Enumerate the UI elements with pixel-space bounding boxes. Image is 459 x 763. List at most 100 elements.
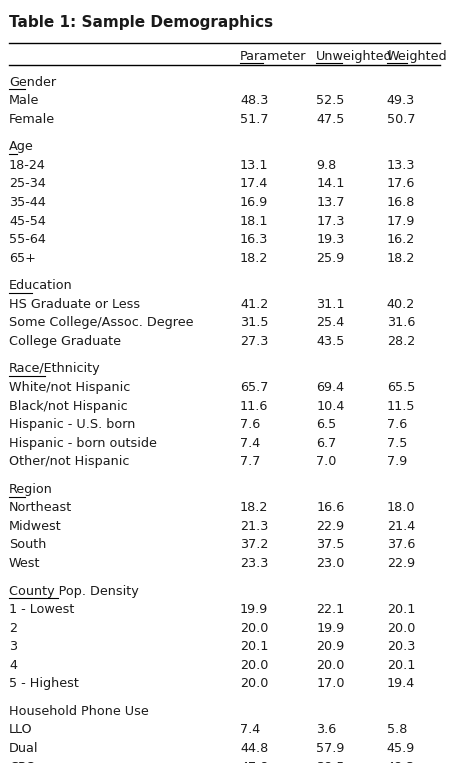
Text: 44.8: 44.8 <box>240 742 268 755</box>
Text: 25-34: 25-34 <box>9 178 46 191</box>
Text: 7.9: 7.9 <box>386 456 406 468</box>
Text: 27.3: 27.3 <box>240 335 268 348</box>
Text: 21.4: 21.4 <box>386 520 414 533</box>
Text: Hispanic - U.S. born: Hispanic - U.S. born <box>9 418 135 431</box>
Text: 6.5: 6.5 <box>315 418 336 431</box>
Text: 11.6: 11.6 <box>240 400 268 413</box>
Text: 20.0: 20.0 <box>240 622 268 635</box>
Text: 20.0: 20.0 <box>386 622 414 635</box>
Text: 45-54: 45-54 <box>9 214 46 227</box>
Text: 18.2: 18.2 <box>240 501 268 514</box>
Text: 3: 3 <box>9 640 17 653</box>
Text: 18-24: 18-24 <box>9 159 46 172</box>
Text: 31.1: 31.1 <box>315 298 344 311</box>
Text: 35-44: 35-44 <box>9 196 46 209</box>
Text: 25.4: 25.4 <box>315 317 344 330</box>
Text: 16.9: 16.9 <box>240 196 268 209</box>
Text: 69.4: 69.4 <box>315 381 344 394</box>
Text: 23.3: 23.3 <box>240 557 268 570</box>
Text: 20.1: 20.1 <box>386 603 414 617</box>
Text: 57.9: 57.9 <box>315 742 344 755</box>
Text: 55-64: 55-64 <box>9 233 46 246</box>
Text: 7.0: 7.0 <box>315 456 336 468</box>
Text: 20.9: 20.9 <box>315 640 344 653</box>
Text: 4: 4 <box>9 658 17 672</box>
Text: 18.1: 18.1 <box>240 214 268 227</box>
Text: 6.7: 6.7 <box>315 436 336 449</box>
Text: 17.4: 17.4 <box>240 178 268 191</box>
Text: Other/not Hispanic: Other/not Hispanic <box>9 456 129 468</box>
Text: Unweighted: Unweighted <box>315 50 392 63</box>
Text: 21.3: 21.3 <box>240 520 268 533</box>
Text: Weighted: Weighted <box>386 50 446 63</box>
Text: 3.6: 3.6 <box>315 723 336 736</box>
Text: Female: Female <box>9 113 55 126</box>
Text: 18.2: 18.2 <box>386 252 414 265</box>
Text: 7.4: 7.4 <box>240 723 260 736</box>
Text: 19.3: 19.3 <box>315 233 344 246</box>
Text: 7.6: 7.6 <box>240 418 260 431</box>
Text: 1 - Lowest: 1 - Lowest <box>9 603 74 617</box>
Text: CPO: CPO <box>9 761 36 763</box>
Text: 45.9: 45.9 <box>386 742 414 755</box>
Text: 17.6: 17.6 <box>386 178 414 191</box>
Text: 19.9: 19.9 <box>240 603 268 617</box>
Text: 48.3: 48.3 <box>240 94 268 108</box>
Text: 16.2: 16.2 <box>386 233 414 246</box>
Text: Northeast: Northeast <box>9 501 72 514</box>
Text: 65.5: 65.5 <box>386 381 414 394</box>
Text: 43.5: 43.5 <box>315 335 344 348</box>
Text: 20.0: 20.0 <box>240 658 268 672</box>
Text: 13.3: 13.3 <box>386 159 414 172</box>
Text: 22.9: 22.9 <box>386 557 414 570</box>
Text: Household Phone Use: Household Phone Use <box>9 705 148 718</box>
Text: 40.2: 40.2 <box>386 298 414 311</box>
Text: 16.8: 16.8 <box>386 196 414 209</box>
Text: 16.3: 16.3 <box>240 233 268 246</box>
Text: 47.5: 47.5 <box>315 113 344 126</box>
Text: 17.9: 17.9 <box>386 214 414 227</box>
Text: 48.3: 48.3 <box>386 761 414 763</box>
Text: 7.7: 7.7 <box>240 456 260 468</box>
Text: Education: Education <box>9 279 73 292</box>
Text: 17.3: 17.3 <box>315 214 344 227</box>
Text: Parameter: Parameter <box>240 50 306 63</box>
Text: HS Graduate or Less: HS Graduate or Less <box>9 298 140 311</box>
Text: 20.0: 20.0 <box>315 658 344 672</box>
Text: LLO: LLO <box>9 723 33 736</box>
Text: 17.0: 17.0 <box>315 678 344 691</box>
Text: 37.2: 37.2 <box>240 539 268 552</box>
Text: White/not Hispanic: White/not Hispanic <box>9 381 130 394</box>
Text: Table 1: Sample Demographics: Table 1: Sample Demographics <box>9 15 273 30</box>
Text: 2: 2 <box>9 622 17 635</box>
Text: 37.5: 37.5 <box>315 539 344 552</box>
Text: 50.7: 50.7 <box>386 113 414 126</box>
Text: 11.5: 11.5 <box>386 400 414 413</box>
Text: 28.2: 28.2 <box>386 335 414 348</box>
Text: Region: Region <box>9 483 53 496</box>
Text: 20.3: 20.3 <box>386 640 414 653</box>
Text: 13.1: 13.1 <box>240 159 268 172</box>
Text: 22.1: 22.1 <box>315 603 344 617</box>
Text: 20.1: 20.1 <box>240 640 268 653</box>
Text: 47.8: 47.8 <box>240 761 268 763</box>
Text: 13.7: 13.7 <box>315 196 344 209</box>
Text: 10.4: 10.4 <box>315 400 344 413</box>
Text: Race/Ethnicity: Race/Ethnicity <box>9 362 101 375</box>
Text: West: West <box>9 557 40 570</box>
Text: 37.6: 37.6 <box>386 539 414 552</box>
Text: 19.4: 19.4 <box>386 678 414 691</box>
Text: 9.8: 9.8 <box>315 159 336 172</box>
Text: Age: Age <box>9 140 34 153</box>
Text: Male: Male <box>9 94 39 108</box>
Text: 18.0: 18.0 <box>386 501 414 514</box>
Text: 16.6: 16.6 <box>315 501 344 514</box>
Text: South: South <box>9 539 46 552</box>
Text: 20.1: 20.1 <box>386 658 414 672</box>
Text: 19.9: 19.9 <box>315 622 344 635</box>
Text: 31.6: 31.6 <box>386 317 414 330</box>
Text: 18.2: 18.2 <box>240 252 268 265</box>
Text: Dual: Dual <box>9 742 39 755</box>
Text: 7.4: 7.4 <box>240 436 260 449</box>
Text: Some College/Assoc. Degree: Some College/Assoc. Degree <box>9 317 193 330</box>
